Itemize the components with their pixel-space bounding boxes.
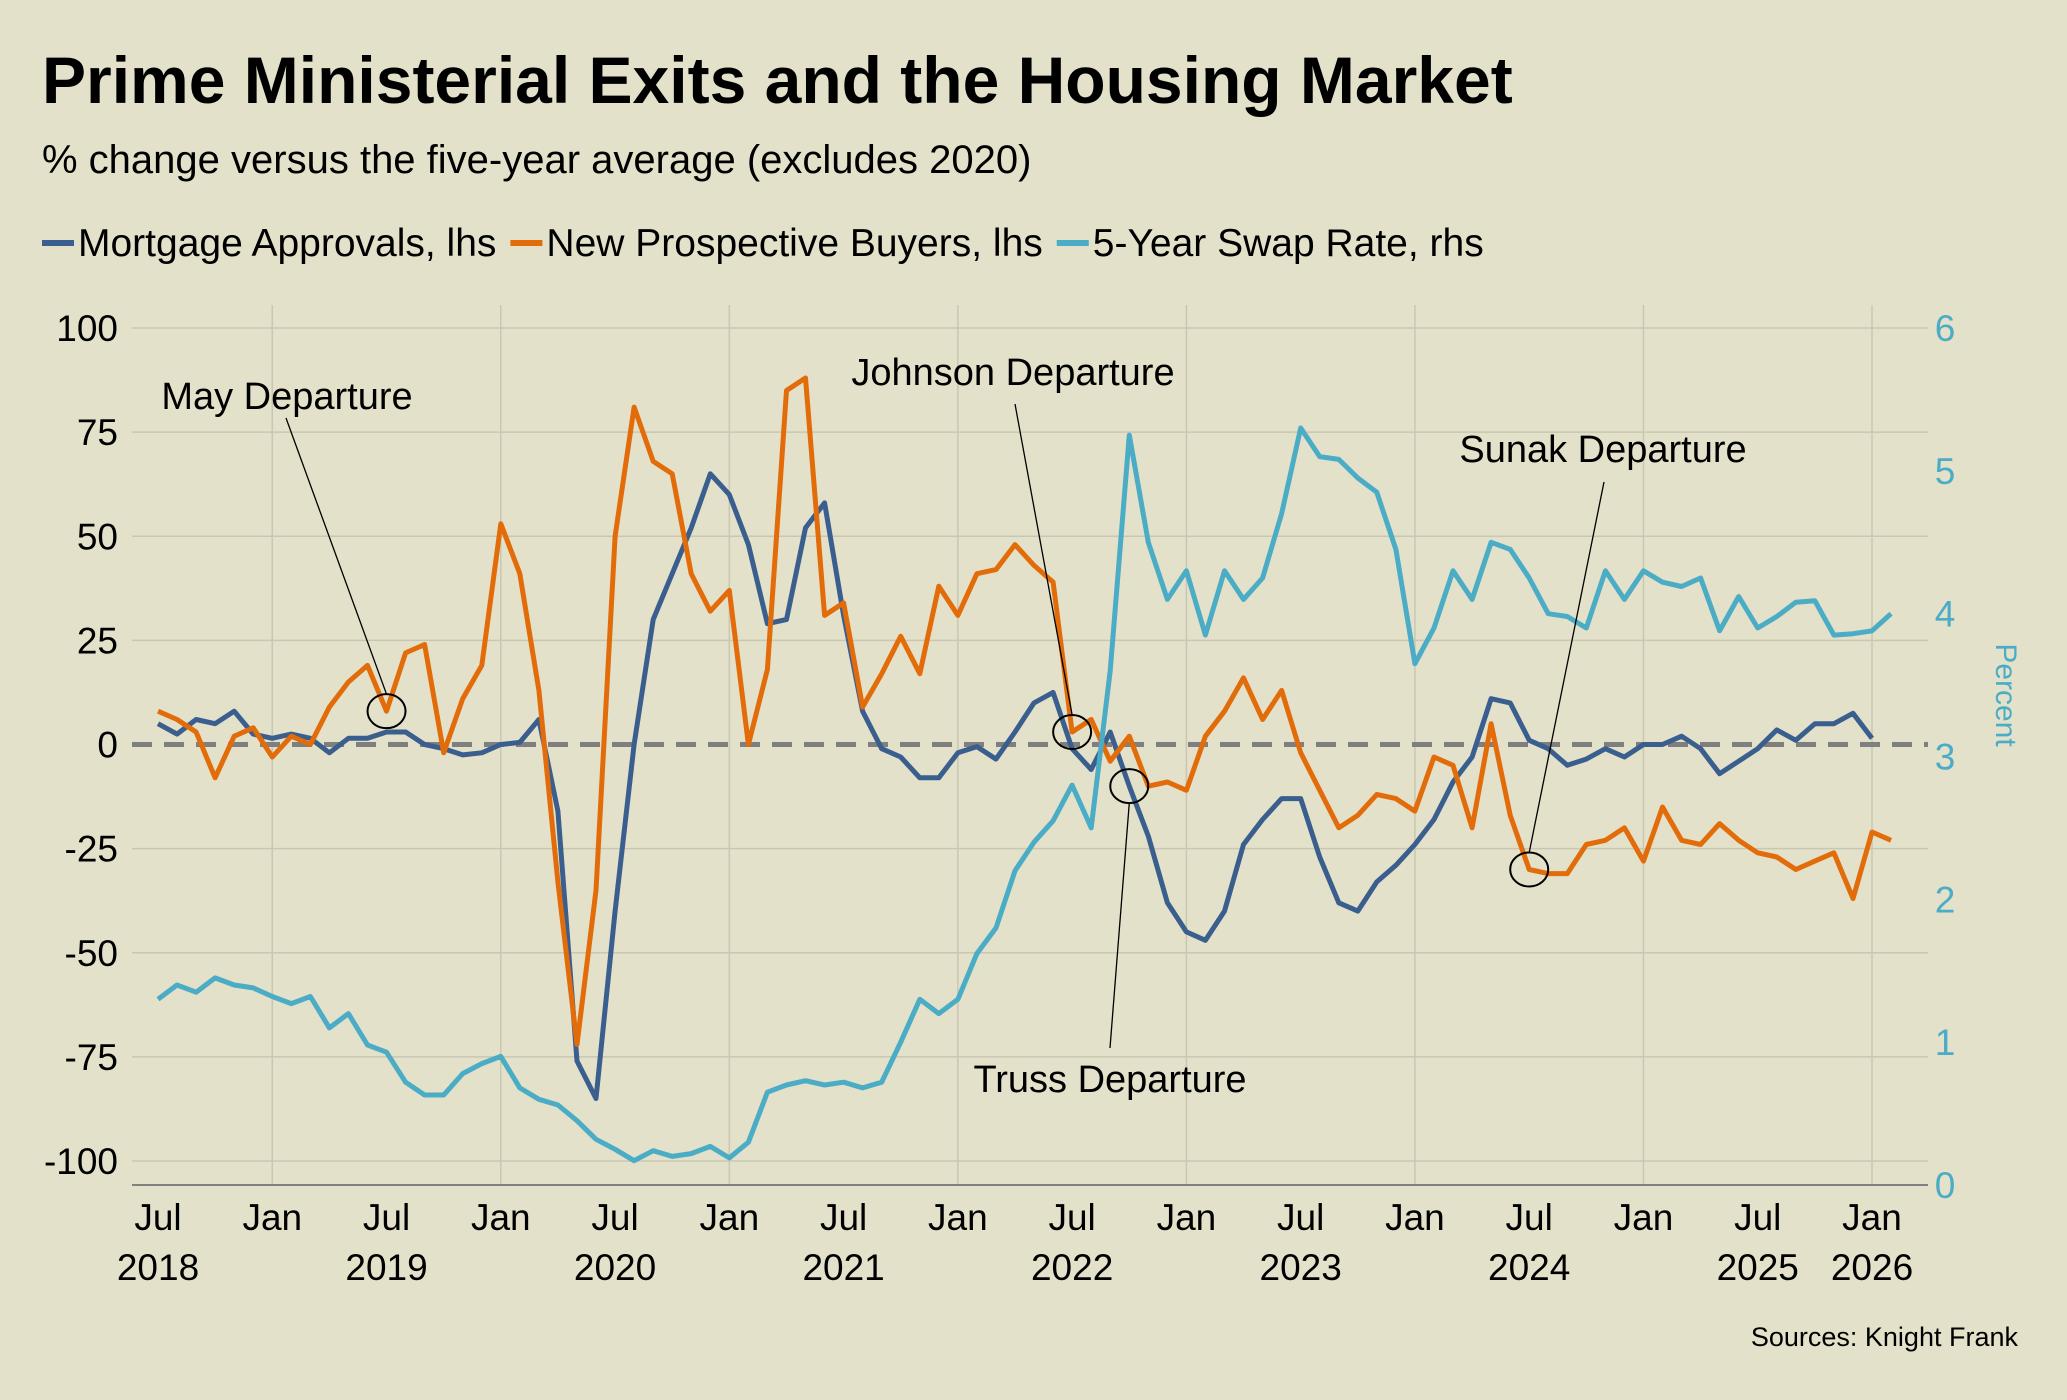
annotation-leader bbox=[285, 417, 388, 695]
x-tick-label: Jul bbox=[1277, 1197, 1324, 1238]
annotation-leader bbox=[1109, 803, 1130, 1049]
x-tick-year-label: 2021 bbox=[802, 1247, 884, 1288]
axes: 100 75 50 25 0 -25 -50 -75 -100 6 5 4 3 2 1 0 Jul 2018 Jan… bbox=[44, 308, 1955, 1288]
y-right-tick-label: 6 bbox=[1935, 308, 1956, 349]
source-note: Sources: Knight Frank bbox=[1751, 1322, 2019, 1352]
x-tick-label: Jul bbox=[363, 1197, 410, 1238]
x-tick-year-label: 2022 bbox=[1031, 1247, 1113, 1288]
x-tick-label: Jul bbox=[591, 1197, 638, 1238]
y-right-tick-label: 5 bbox=[1935, 451, 1956, 492]
series-line-2 bbox=[156, 425, 1893, 1164]
x-tick-label: Jul bbox=[1734, 1197, 1781, 1238]
y-right-tick-label: 2 bbox=[1935, 879, 1956, 920]
x-tick-year-label: 2025 bbox=[1717, 1247, 1799, 1288]
x-tick-label: Jan bbox=[928, 1197, 988, 1238]
right-axis-label: Percent bbox=[1989, 643, 2022, 747]
y-left-tick-label: -75 bbox=[65, 1037, 118, 1078]
annotation-leader bbox=[1528, 481, 1605, 853]
legend-label: 5-Year Swap Rate, rhs bbox=[1093, 222, 1484, 265]
x-tick-label: Jan bbox=[1385, 1197, 1445, 1238]
x-tick-year-label: 2024 bbox=[1488, 1247, 1570, 1288]
annotation-leader bbox=[1014, 403, 1073, 716]
x-tick-label: Jan bbox=[471, 1197, 531, 1238]
chart-title: Prime Ministerial Exits and the Housing … bbox=[42, 43, 1513, 117]
y-right-tick-label: 4 bbox=[1935, 594, 1956, 635]
x-tick-year-label: 2023 bbox=[1260, 1247, 1342, 1288]
x-tick-year-label: 2020 bbox=[574, 1247, 656, 1288]
x-tick-label: Jan bbox=[1157, 1197, 1217, 1238]
x-tick-label: Jul bbox=[1506, 1197, 1553, 1238]
x-tick-label: Jul bbox=[820, 1197, 867, 1238]
y-left-tick-label: -50 bbox=[65, 933, 118, 974]
legend-label: Mortgage Approvals, lhs bbox=[78, 222, 496, 265]
legend-label: New Prospective Buyers, lhs bbox=[546, 222, 1042, 265]
annotations: May Departure Johnson Departure Truss Depa… bbox=[161, 352, 1746, 1101]
y-right-tick-label: 1 bbox=[1935, 1022, 1956, 1063]
x-tick-label: Jan bbox=[1842, 1197, 1902, 1238]
legend: Mortgage Approvals, lhs New Prospective B… bbox=[42, 222, 1484, 265]
annotation-label: Sunak Departure bbox=[1459, 429, 1746, 471]
y-left-tick-label: 100 bbox=[56, 308, 118, 349]
annotation-label: May Departure bbox=[161, 376, 412, 418]
x-tick-year-label: 2026 bbox=[1831, 1247, 1913, 1288]
annotation-label: Truss Departure bbox=[973, 1059, 1246, 1101]
x-tick-label: Jul bbox=[1048, 1197, 1095, 1238]
x-tick-label: Jul bbox=[134, 1197, 181, 1238]
series-line-0 bbox=[156, 471, 1874, 1101]
y-left-tick-label: 50 bbox=[77, 516, 118, 557]
series-line-1 bbox=[156, 375, 1893, 1047]
y-left-tick-label: -25 bbox=[65, 829, 118, 870]
x-tick-label: Jan bbox=[700, 1197, 760, 1238]
y-right-tick-label: 3 bbox=[1935, 737, 1956, 778]
y-left-tick-label: -100 bbox=[44, 1141, 118, 1182]
y-left-tick-label: 25 bbox=[77, 620, 118, 661]
series-lines bbox=[156, 375, 1893, 1164]
x-tick-year-label: 2019 bbox=[345, 1247, 427, 1288]
annotation-label: Johnson Departure bbox=[851, 352, 1174, 394]
y-left-tick-label: 0 bbox=[97, 725, 118, 766]
y-left-tick-label: 75 bbox=[77, 412, 118, 453]
x-tick-label: Jan bbox=[242, 1197, 302, 1238]
y-right-tick-label: 0 bbox=[1935, 1165, 1956, 1206]
x-tick-year-label: 2018 bbox=[117, 1247, 199, 1288]
chart-subtitle: % change versus the five-year average (e… bbox=[42, 138, 1031, 182]
x-tick-label: Jan bbox=[1614, 1197, 1674, 1238]
